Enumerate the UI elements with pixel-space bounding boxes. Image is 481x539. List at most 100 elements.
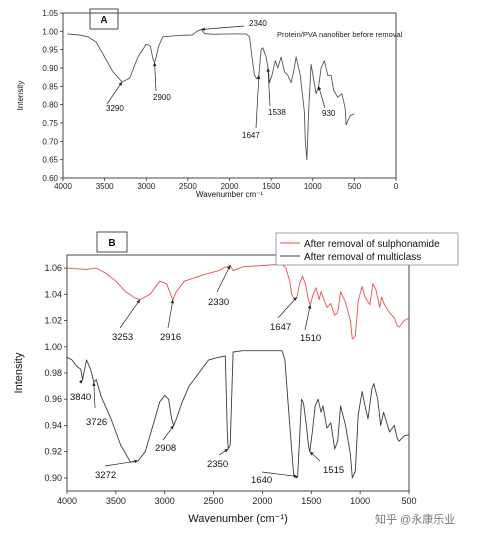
annotation-arrow (255, 75, 260, 129)
annotation-arrowhead (170, 425, 174, 430)
annotation-arrowhead (92, 382, 96, 386)
annotation-arrow (261, 471, 298, 477)
legend-box (275, 232, 459, 266)
y-tick-label: 0.90 (44, 473, 62, 483)
annotation-arrow (267, 67, 271, 107)
y-tick-label: 0.85 (42, 82, 58, 91)
y-tick-label: 0.75 (42, 119, 58, 128)
annotation-arrowhead (227, 265, 231, 270)
x-tick-label: 2000 (221, 182, 239, 191)
y-tick-label: 0.96 (44, 394, 62, 404)
series-line (67, 29, 355, 161)
annotation-arrow (216, 265, 231, 293)
annotation-label: 2340 (249, 19, 267, 28)
plot-frame (66, 254, 410, 492)
annotation-label: 2350 (207, 459, 228, 470)
legend-label: After removal of multiclass (304, 252, 421, 263)
annotation-arrow (201, 25, 245, 30)
x-tick-label: 3500 (96, 182, 114, 191)
y-tick-label: 0.60 (42, 174, 58, 183)
x-tick-label: 2500 (204, 496, 224, 506)
series-line (66, 263, 410, 340)
annotation-arrowhead (224, 449, 229, 453)
annotation-arrowhead (309, 451, 314, 456)
annotation-label: 1515 (323, 465, 344, 476)
panel-label: A (100, 15, 107, 26)
annotation-label: 2330 (208, 297, 229, 308)
annotation-arrowhead (134, 459, 139, 464)
annotation-arrow (104, 460, 139, 467)
x-tick-label: 1000 (304, 182, 322, 191)
y-tick-label: 0.98 (44, 368, 62, 378)
x-tick-label: 3500 (106, 496, 126, 506)
annotation-arrow (277, 296, 298, 319)
annotation-label: 1640 (251, 475, 272, 486)
y-axis-label: Intensity (16, 81, 25, 111)
annotation-arrowhead (79, 379, 83, 384)
annotation-arrowhead (118, 81, 123, 86)
watermark-text: 知乎 @永康乐业 (375, 512, 455, 526)
annotation-arrow (318, 86, 326, 109)
annotation-label: 1647 (242, 131, 260, 140)
annotation-arrowhead (201, 27, 205, 31)
annotation-arrowhead (153, 62, 157, 67)
y-tick-label: 0.95 (42, 46, 58, 55)
annotation-label: 930 (322, 109, 336, 118)
annotation-arrow (119, 299, 141, 329)
annotation-arrowhead (317, 86, 322, 91)
series-label: Protein/PVA nanofiber before removal (277, 30, 403, 39)
series-line (66, 350, 410, 479)
y-tick-label: 1.02 (44, 316, 62, 326)
panel-b-chart: B 4000 3500 3000 2500 2000 1500 1000 500 0.90 0.92… (13, 231, 459, 525)
annotation-label: 3840 (70, 392, 91, 403)
x-tick-label: 3000 (155, 496, 175, 506)
x-axis-label: Wavenumber (cm⁻¹) (188, 513, 288, 525)
annotation-arrowhead (293, 297, 297, 301)
x-tick-label: 1000 (350, 496, 370, 506)
y-tick-label: 0.92 (44, 447, 62, 457)
annotation-arrowhead (293, 474, 298, 478)
annotation-label: 1510 (300, 333, 321, 344)
annotation-label: 2916 (160, 332, 181, 343)
panel-a-chart: A 4000 3500 3000 2500 2000 1500 1000 500 0 0.60 0.6… (16, 8, 403, 199)
annotation-arrow (93, 382, 96, 409)
y-tick-label: 0.80 (42, 101, 58, 110)
legend-label: After removal of sulphonamide (304, 239, 440, 250)
x-tick-label: 3000 (137, 182, 155, 191)
annotation-arrowhead (307, 304, 312, 309)
annotation-label: 3290 (106, 104, 124, 113)
x-axis-label: Wavenumber cm⁻¹ (196, 190, 263, 199)
panel-label-box (96, 231, 128, 253)
annotation-label: 3272 (95, 470, 116, 481)
x-tick-label: 1500 (301, 496, 321, 506)
x-tick-label: 0 (394, 182, 399, 191)
y-tick-label: 1.00 (42, 27, 58, 36)
annotation-label: 1538 (268, 108, 286, 117)
x-tick-label: 4000 (57, 496, 77, 506)
annotation-arrowhead (266, 68, 270, 72)
annotation-label: 3726 (86, 417, 107, 428)
y-tick-label: 1.04 (44, 289, 62, 299)
annotation-label: 1647 (270, 322, 291, 333)
y-axis-label: Intensity (13, 352, 25, 393)
y-tick-label: 1.00 (44, 342, 62, 352)
x-tick-label: 2500 (179, 182, 197, 191)
y-tick-label: 0.90 (42, 64, 58, 73)
annotation-arrowhead (257, 75, 261, 79)
panel-label-box (89, 8, 119, 30)
panel-label: B (108, 238, 115, 249)
y-tick-label: 1.05 (42, 9, 58, 18)
x-tick-label: 500 (401, 496, 416, 506)
annotation-arrowhead (136, 299, 140, 304)
y-tick-label: 0.70 (42, 137, 58, 146)
annotation-label: 2900 (153, 93, 171, 102)
annotation-label: 2908 (155, 443, 176, 454)
x-tick-label: 4000 (54, 182, 72, 191)
x-tick-label: 1500 (262, 182, 280, 191)
annotation-label: 3253 (112, 332, 133, 343)
annotation-arrow (167, 299, 174, 329)
x-tick-label: 2000 (252, 496, 272, 506)
x-tick-label: 500 (348, 182, 362, 191)
y-tick-label: 0.94 (44, 420, 62, 430)
